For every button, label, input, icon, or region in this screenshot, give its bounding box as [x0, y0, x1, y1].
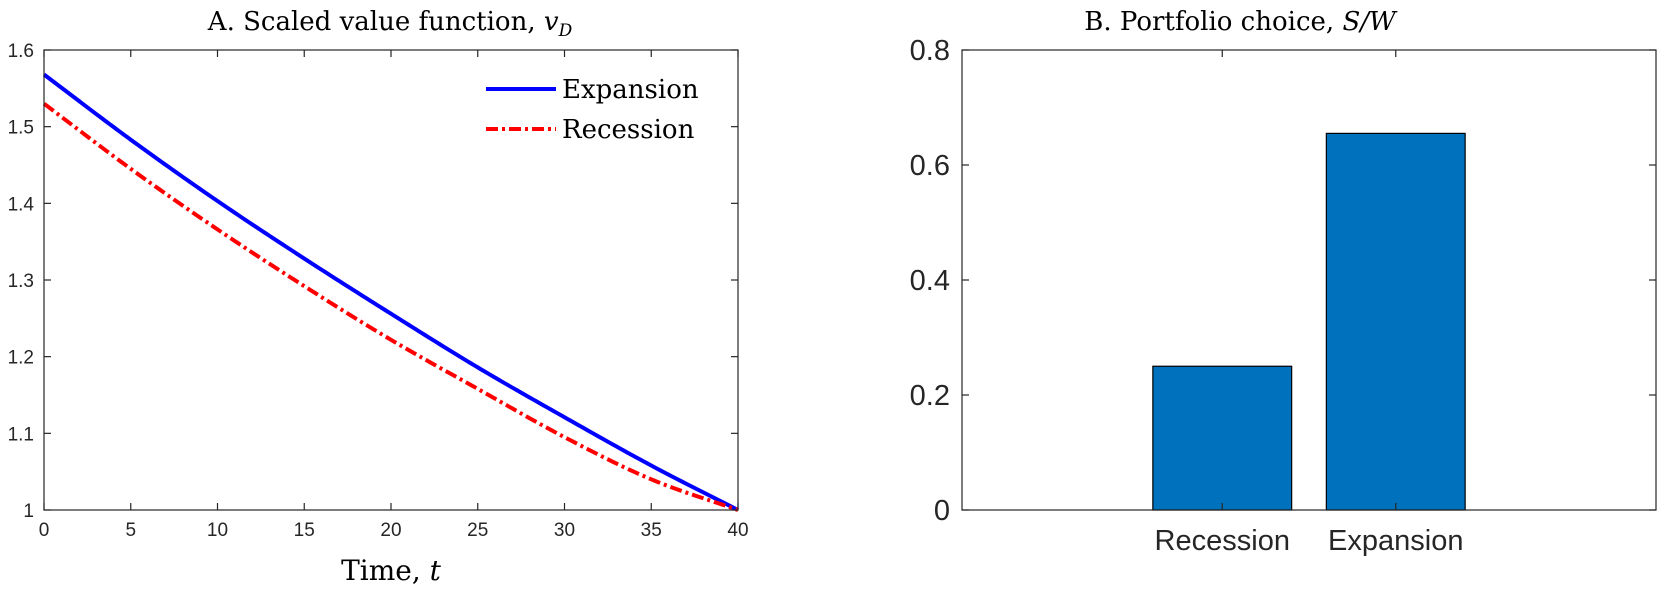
panel-a-x-ticks: 0 5 10 15 20 25 30 35 40 [39, 50, 749, 541]
y-tick-label: 1.3 [8, 271, 34, 292]
y-tick-label: 1.5 [8, 118, 34, 139]
panel-a: A. Scaled value function, vD 0 5 10 15 20 25 3… [8, 7, 749, 587]
y-tick-label: 0.2 [910, 380, 950, 412]
panel-a-y-ticks: 1 1.1 1.2 1.3 1.4 1.5 1.6 [8, 41, 738, 522]
panel-a-plot-area [42, 72, 739, 512]
x-tick-label: 5 [125, 520, 136, 541]
panel-b: B. Portfolio choice, S/W Recession Expans… [910, 7, 1657, 557]
x-tick-label: 20 [380, 520, 401, 541]
x-tick-label: 35 [641, 520, 662, 541]
legend-label-expansion: Expansion [562, 75, 699, 105]
panel-a-title: A. Scaled value function, vD [207, 7, 573, 41]
series-line-expansion [42, 72, 739, 512]
x-tick-label: Expansion [1328, 525, 1463, 557]
panel-a-legend: Expansion Recession [486, 75, 699, 145]
y-tick-label: 1.2 [8, 348, 34, 369]
y-tick-label: 0.4 [910, 265, 950, 297]
y-tick-label: 0.6 [910, 150, 950, 182]
bar-expansion [1325, 132, 1466, 511]
y-tick-label: 1.6 [8, 41, 34, 62]
panel-b-title: B. Portfolio choice, S/W [1084, 7, 1398, 37]
x-tick-label: 25 [467, 520, 488, 541]
y-tick-label: 1.1 [8, 424, 34, 445]
y-tick-label: 0 [934, 495, 950, 527]
x-tick-label: 30 [554, 520, 575, 541]
y-tick-label: 0.8 [910, 35, 950, 67]
panel-b-axes-box [961, 49, 1657, 511]
x-tick-label: 40 [727, 520, 748, 541]
y-tick-label: 1 [23, 501, 34, 522]
legend-label-recession: Recession [562, 115, 695, 145]
x-tick-label: Recession [1155, 525, 1290, 557]
bar-recession [1152, 365, 1293, 511]
x-tick-label: 15 [294, 520, 315, 541]
y-tick-label: 1.4 [8, 194, 35, 215]
panel-b-plot-area [1152, 132, 1466, 511]
series-line-recession [42, 102, 739, 512]
x-tick-label: 10 [207, 520, 228, 541]
panel-b-x-ticks: Recession Expansion [1155, 50, 1463, 557]
panel-a-x-axis-label: Time, t [341, 554, 442, 587]
x-tick-label: 0 [39, 520, 50, 541]
panel-b-y-ticks: 0 0.2 0.4 0.6 0.8 [910, 35, 1656, 527]
